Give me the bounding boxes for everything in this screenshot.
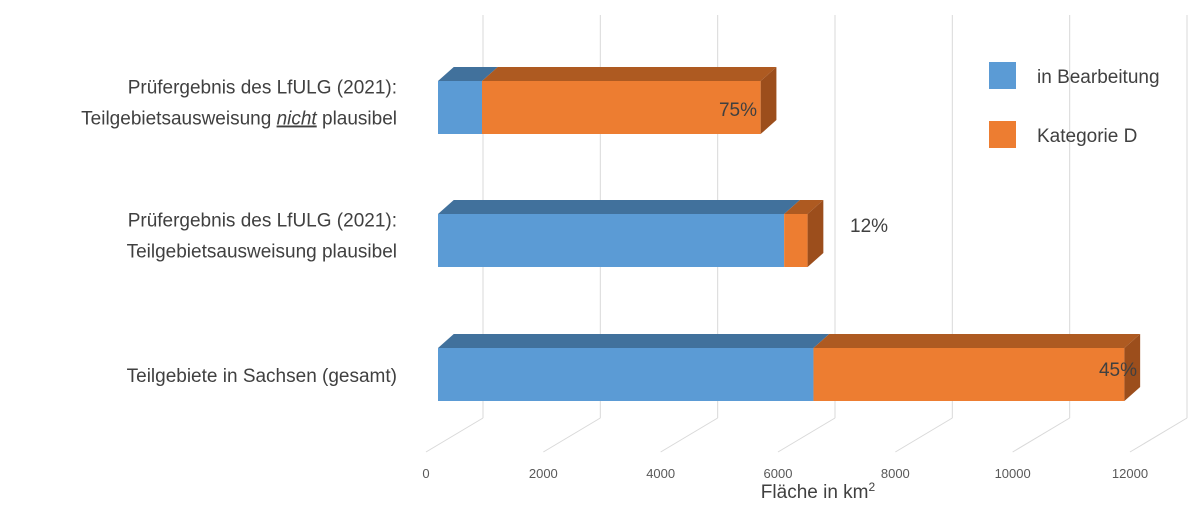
category-label: Teilgebietsausweisung plausibel bbox=[127, 242, 397, 263]
data-label: 12% bbox=[850, 216, 888, 237]
category-label-segment: Prüfergebnis des LfULG (2021): bbox=[128, 78, 397, 99]
legend-swatch bbox=[989, 121, 1016, 148]
data-label: 75% bbox=[719, 100, 757, 121]
category-label: Teilgebietsausweisung nicht plausibel bbox=[81, 109, 397, 130]
x-tick-label: 2000 bbox=[529, 466, 558, 481]
bar-top-0-0 bbox=[438, 67, 498, 81]
x-tick-label: 0 bbox=[422, 466, 429, 481]
bar-top-1-2 bbox=[813, 334, 1141, 348]
bar-top-1-1 bbox=[784, 200, 824, 214]
floor-gridline-12000 bbox=[1129, 417, 1188, 453]
bar-top-1-0 bbox=[482, 67, 777, 81]
bar-0-1 bbox=[438, 214, 785, 267]
category-label: Teilgebiete in Sachsen (gesamt) bbox=[127, 366, 397, 387]
legend-label: in Bearbeitung bbox=[1037, 67, 1160, 88]
legend-label: Kategorie D bbox=[1037, 126, 1137, 147]
category-label-segment: Teilgebietsausweisung bbox=[81, 109, 276, 130]
bar-1-2 bbox=[813, 348, 1125, 401]
category-label: Prüfergebnis des LfULG (2021): bbox=[128, 78, 397, 99]
category-label-segment: plausibel bbox=[317, 109, 397, 130]
data-label: 45% bbox=[1099, 360, 1137, 381]
data-labels: 75% 12% 45% bbox=[719, 100, 1137, 381]
x-axis-title: Fläche in km2 bbox=[761, 480, 876, 503]
bar-0-2 bbox=[438, 348, 814, 401]
bar-top-0-1 bbox=[438, 200, 800, 214]
category-label: Prüfergebnis des LfULG (2021): bbox=[128, 211, 397, 232]
x-tick-label: 6000 bbox=[764, 466, 793, 481]
bar-side-1-0 bbox=[760, 67, 777, 134]
legend-swatch bbox=[989, 62, 1016, 89]
floor-gridline-6000 bbox=[777, 417, 836, 453]
floor-gridline-0 bbox=[425, 417, 484, 453]
bar-side-1-2 bbox=[1124, 334, 1141, 401]
bar-side-1-1 bbox=[807, 200, 824, 267]
category-label-segment: Prüfergebnis des LfULG (2021): bbox=[128, 211, 397, 232]
legend: in Bearbeitung Kategorie D bbox=[989, 62, 1160, 148]
floor-gridline-8000 bbox=[895, 417, 953, 453]
bar-1-1 bbox=[784, 214, 808, 267]
x-tick-labels: 0 2000 4000 6000 8000 10000 12000 bbox=[422, 466, 1148, 481]
x-axis-title-text: Fläche in km bbox=[761, 482, 869, 503]
floor-gridline-2000 bbox=[543, 417, 601, 453]
x-tick-label: 4000 bbox=[646, 466, 675, 481]
x-tick-label: 8000 bbox=[881, 466, 910, 481]
x-tick-label: 12000 bbox=[1112, 466, 1148, 481]
floor-gridline-10000 bbox=[1012, 417, 1070, 453]
category-label-segment: nicht bbox=[277, 109, 318, 130]
x-tick-label: 10000 bbox=[995, 466, 1031, 481]
category-label-segment: Teilgebietsausweisung plausibel bbox=[127, 242, 397, 263]
x-axis-title-superscript: 2 bbox=[869, 480, 876, 494]
bar-1-0 bbox=[482, 81, 761, 134]
category-label-segment: Teilgebiete in Sachsen (gesamt) bbox=[127, 366, 397, 387]
bars bbox=[438, 67, 1141, 401]
category-labels: Prüfergebnis des LfULG (2021): Teilgebiet… bbox=[81, 78, 397, 388]
floor-gridline-4000 bbox=[660, 417, 718, 453]
bar-0-0 bbox=[438, 81, 482, 134]
bar-top-0-2 bbox=[438, 334, 830, 348]
